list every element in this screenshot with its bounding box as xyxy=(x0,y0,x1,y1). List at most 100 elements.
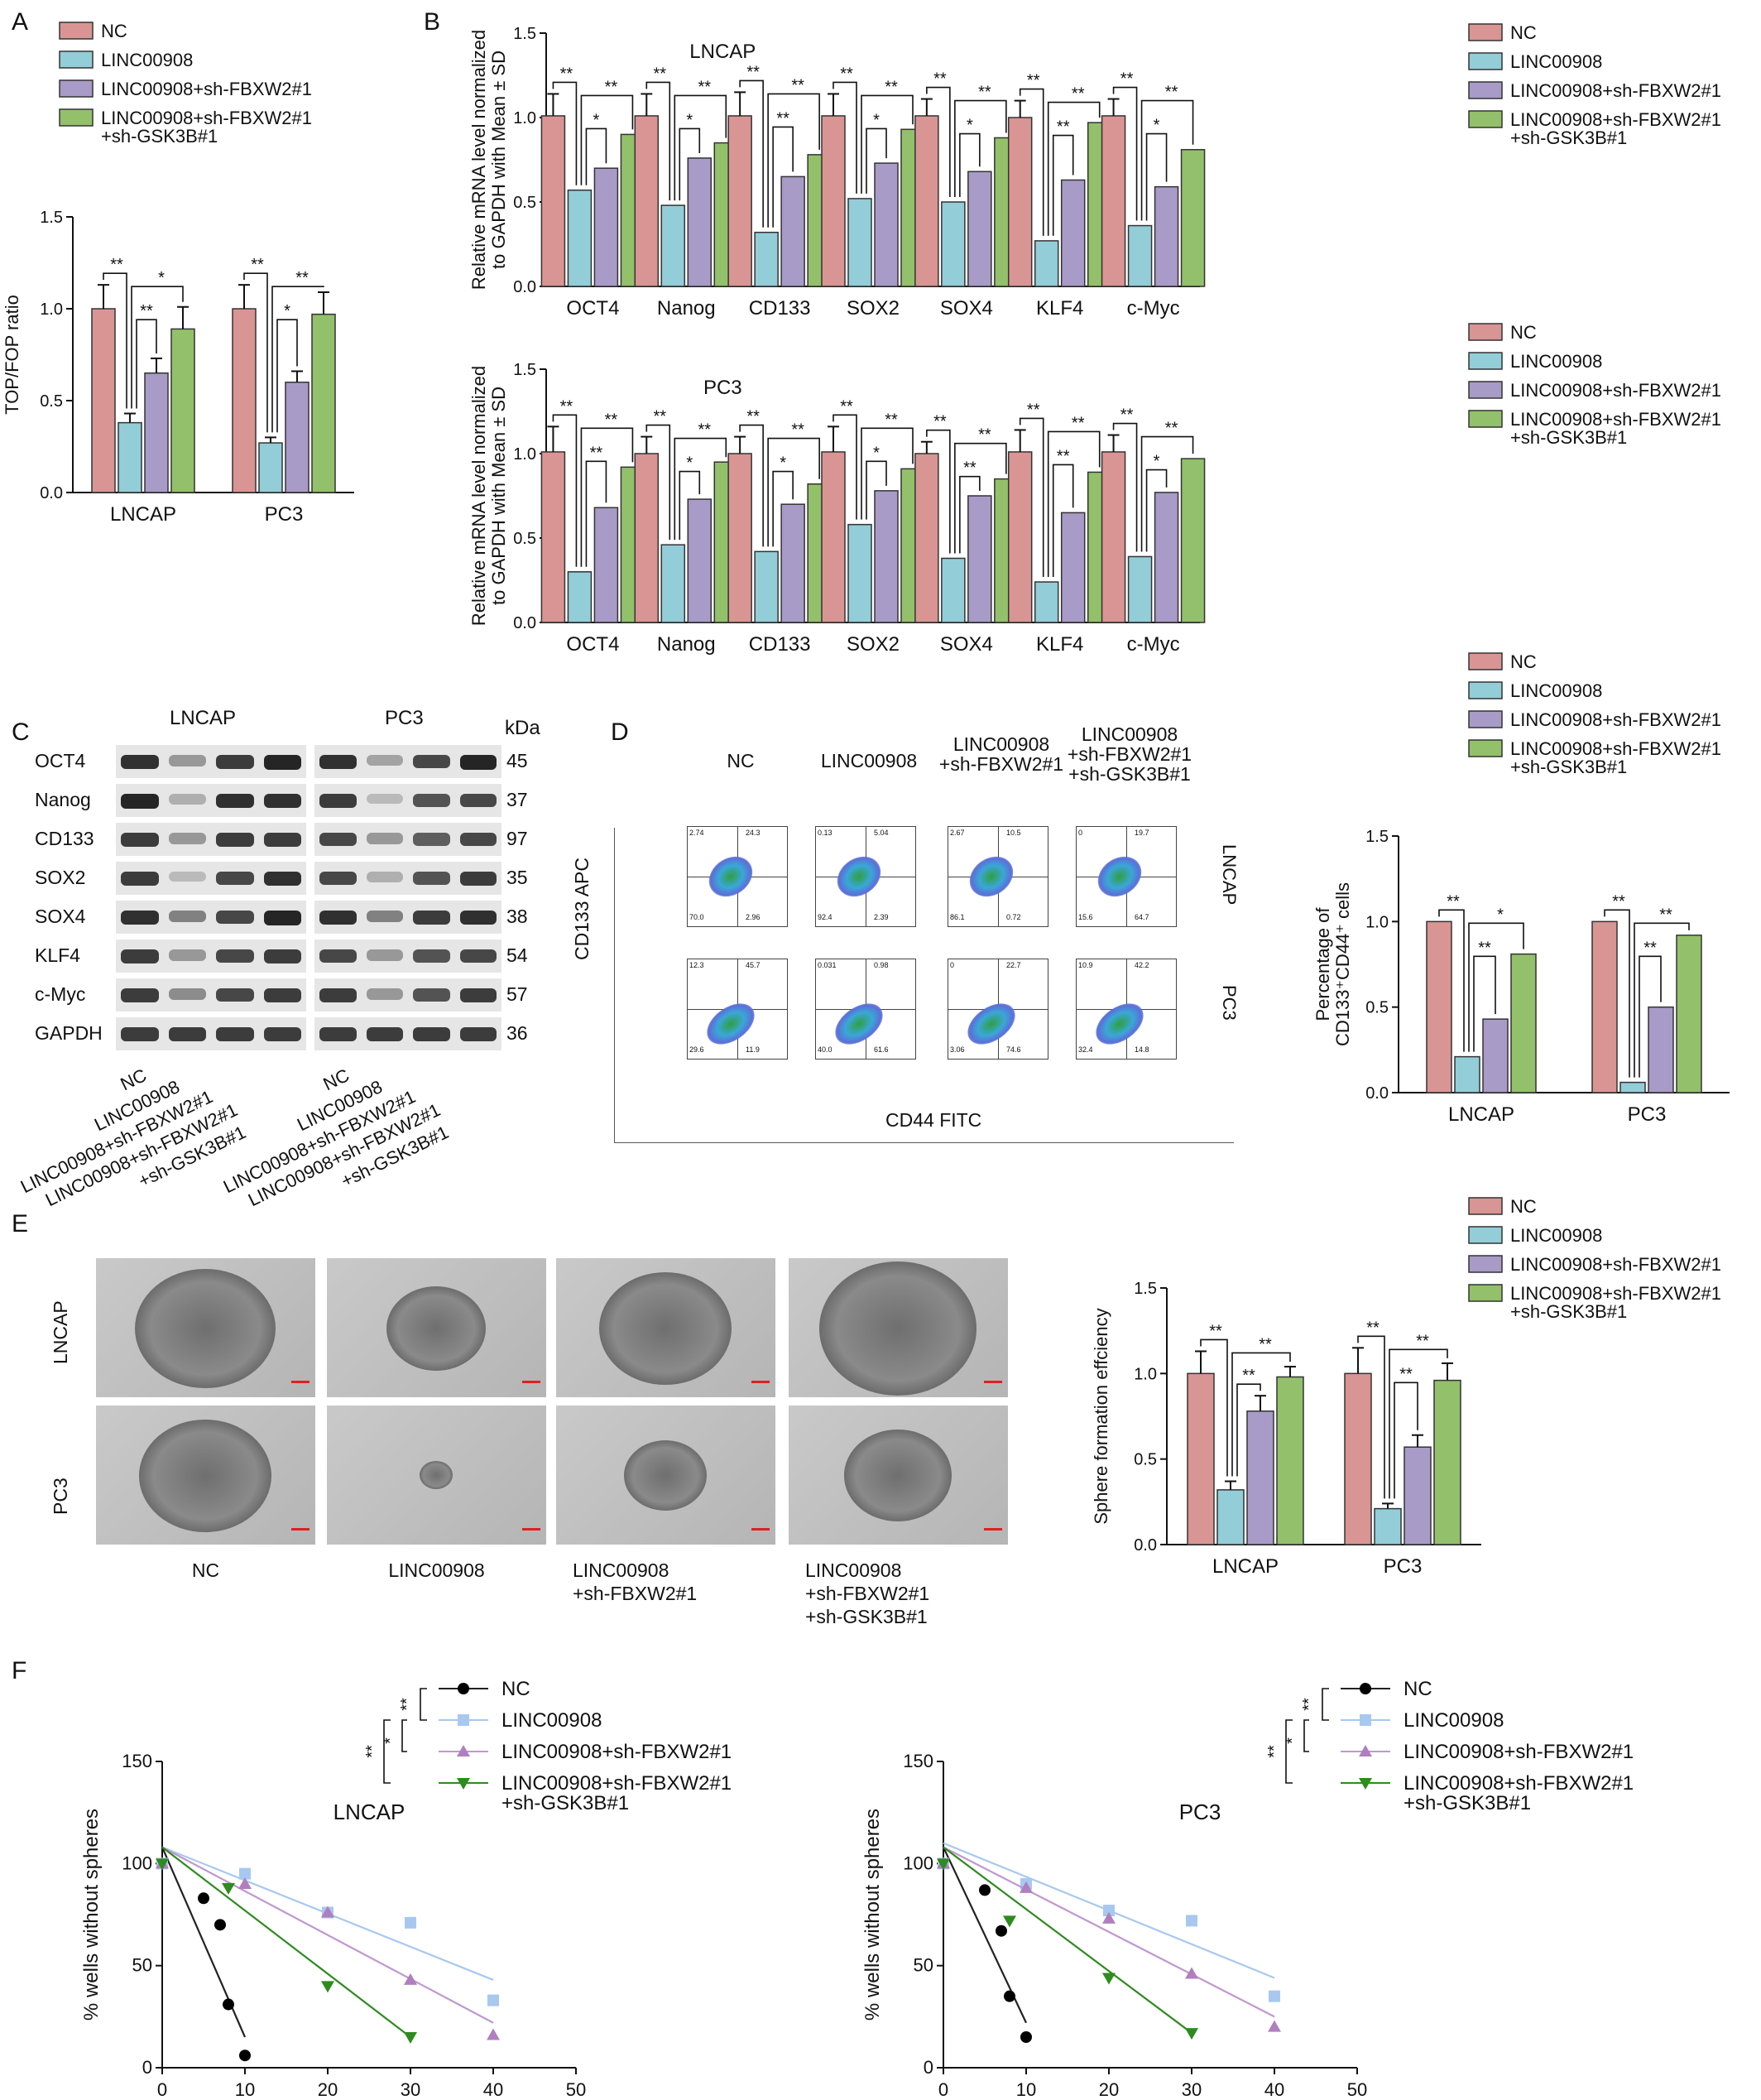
sig-label: ** xyxy=(1259,1335,1272,1353)
flow-quadrant-value: 12.3 xyxy=(689,961,704,969)
legend-label: LINC00908+sh-FBXW2#1 xyxy=(1510,80,1721,101)
blot-band xyxy=(366,1027,403,1041)
blot-band xyxy=(366,949,403,961)
blot-strip xyxy=(314,978,501,1012)
x-tick-label: 40 xyxy=(483,2079,503,2100)
sphere xyxy=(420,1461,453,1490)
x-tick-label: PC3 xyxy=(1628,1103,1667,1126)
sig-bracket xyxy=(243,272,268,433)
blot-group-label: PC3 xyxy=(385,707,424,729)
blot-band xyxy=(168,872,206,882)
blot-band xyxy=(459,1027,497,1041)
point xyxy=(404,2032,417,2044)
bar xyxy=(634,453,660,623)
sphere-image xyxy=(789,1406,1008,1545)
sig-label: * xyxy=(158,269,165,287)
blot-band xyxy=(319,1027,357,1041)
sig-label: ** xyxy=(1242,1367,1255,1385)
bar xyxy=(118,421,142,493)
protein-label: SOX4 xyxy=(35,906,86,927)
sig-bracket xyxy=(585,460,607,567)
sig-bracket xyxy=(1438,909,1465,1052)
bar xyxy=(1060,512,1086,623)
scale-bar xyxy=(751,1381,770,1383)
flow-plot: 2.74 24.3 70.0 2.96 xyxy=(687,826,788,927)
sphere-image xyxy=(96,1258,315,1397)
blot-band xyxy=(366,988,403,1000)
legend-swatch xyxy=(1468,110,1503,128)
legend-swatch xyxy=(1468,652,1503,670)
sig-label: ** xyxy=(560,397,573,416)
sphere xyxy=(139,1419,271,1532)
point xyxy=(1186,1915,1197,1927)
sig-bracket xyxy=(383,1719,391,1784)
kda-label: 36 xyxy=(506,1022,528,1044)
blot-strip xyxy=(314,939,501,973)
flow-quadrant-value: 2.96 xyxy=(746,913,761,921)
y-tick-label: 0 xyxy=(142,2057,152,2078)
blot-strip xyxy=(314,862,501,895)
blot-band xyxy=(121,833,159,847)
legend-label: NC xyxy=(1510,1196,1537,1217)
protein-label: CD133 xyxy=(35,828,94,849)
y-tick-label: 1.5 xyxy=(1365,828,1389,846)
flow-plot: 12.3 45.7 29.6 11.9 xyxy=(687,959,788,1060)
point xyxy=(223,1998,234,2011)
sig-label: ** xyxy=(1057,118,1070,137)
point xyxy=(222,1882,235,1895)
x-tick-label: 50 xyxy=(1347,2079,1367,2100)
sphere-image xyxy=(789,1258,1008,1397)
bar xyxy=(1454,1055,1480,1093)
sig-bracket xyxy=(1112,422,1138,552)
bar xyxy=(914,453,939,623)
point xyxy=(321,1905,334,1918)
flow-quadrant-value: 2.39 xyxy=(874,913,889,921)
x-tick-label: LNCAP xyxy=(1448,1103,1514,1126)
flow-quadrant-value: 3.06 xyxy=(950,1045,965,1054)
blot-band xyxy=(263,833,301,847)
blot-strip xyxy=(116,901,306,934)
legend-label: NC xyxy=(101,21,127,41)
x-tick-label: 40 xyxy=(1264,2079,1284,2100)
sig-bracket xyxy=(645,424,671,541)
sig-label: ** xyxy=(840,65,853,83)
chart-F1: 05010015001020304050Number of cells% wel… xyxy=(80,1751,586,2100)
sig-label: ** xyxy=(978,84,991,102)
sig-label: ** xyxy=(746,63,760,81)
legend-label: LINC00908 xyxy=(1510,51,1602,72)
legend-label: +sh-GSK3B#1 xyxy=(1404,1792,1531,1814)
sig-bracket xyxy=(1394,1382,1418,1499)
kda-label: 57 xyxy=(506,983,528,1005)
blot-band xyxy=(459,755,497,770)
sig-label: ** xyxy=(110,256,123,274)
point xyxy=(1020,1881,1033,1893)
x-tick-label: 0 xyxy=(938,2079,948,2100)
bar xyxy=(914,115,939,287)
chart-title: LNCAP xyxy=(333,1800,405,1824)
bar xyxy=(1433,1379,1461,1545)
sig-label: ** xyxy=(1366,1319,1380,1337)
blot-band xyxy=(319,872,357,886)
blot-band xyxy=(216,949,254,964)
x-tick-label: OCT4 xyxy=(566,297,619,320)
blot-band xyxy=(319,949,357,964)
x-tick-label: 50 xyxy=(566,2079,586,2100)
sig-bracket xyxy=(959,132,981,197)
y-tick-label: 1.0 xyxy=(513,109,536,127)
sig-label: ** xyxy=(1265,1745,1284,1758)
bar xyxy=(727,115,752,287)
flow-column-title: +sh-GSK3B#1 xyxy=(1068,763,1191,785)
legend-label: LINC00908+sh-FBXW2#1 xyxy=(1510,409,1721,430)
flow-quadrant-value: 92.4 xyxy=(818,913,833,921)
bar xyxy=(687,498,713,623)
flow-quadrant-value: 10.9 xyxy=(1078,961,1093,969)
bar xyxy=(1426,920,1452,1093)
bar xyxy=(1187,1372,1215,1545)
chart-E: 0.0 0.5 1.0 1.5 Sphere formation effciency **… xyxy=(1091,1280,1481,1578)
y-axis-label: Relative mRNA level normalized xyxy=(468,30,489,290)
kda-label: 97 xyxy=(506,828,528,849)
sphere-column-label: LINC00908 xyxy=(573,1559,669,1581)
flow-plot: 2.67 10.5 86.1 0.72 xyxy=(948,826,1048,927)
legend-swatch xyxy=(1468,23,1503,41)
point xyxy=(1268,2020,1281,2032)
